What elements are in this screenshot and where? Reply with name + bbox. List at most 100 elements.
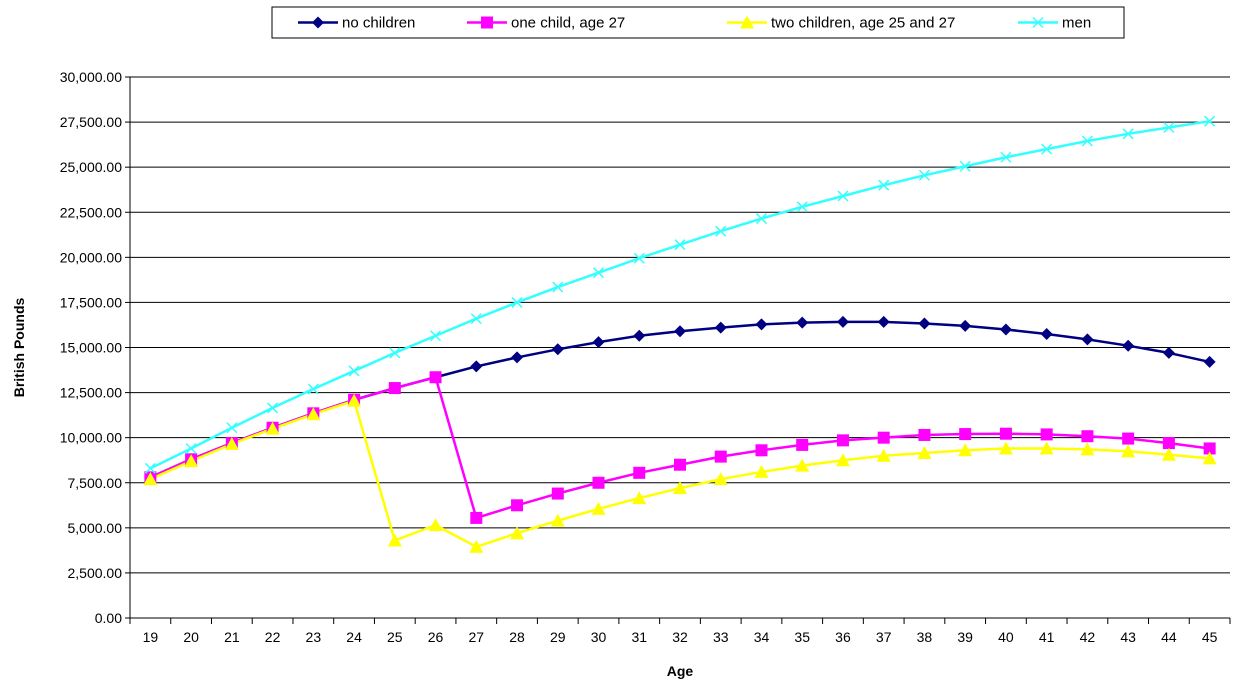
series-1-point [511,499,524,512]
series-0-point [1203,355,1216,368]
series-0-point [836,315,849,328]
x-tick-label: 24 [346,629,362,645]
y-tick-label: 30,000.00 [60,69,122,85]
series-markers [143,115,1217,553]
series-3-point [837,190,849,202]
series-3-point [1204,115,1216,127]
x-tick-label: 39 [957,629,973,645]
series-3-point [592,267,605,279]
series-3-point [430,330,442,342]
series-3-point [389,347,401,359]
series-0-point [633,329,646,342]
series-2-point [958,443,973,457]
series-1-point [1162,437,1175,450]
series-0-point [1162,346,1175,359]
series-2-point [1039,441,1054,455]
series-2-point [754,464,769,478]
legend-box [271,6,1125,39]
x-tick-label: 42 [1080,629,1096,645]
series-2-point [713,472,728,486]
legend-swatch-marker [1032,16,1044,29]
x-tick-label: 33 [713,629,729,645]
series-0-point [918,317,931,330]
series-1-point [1203,442,1216,455]
legend-label: men [1062,15,1091,32]
y-tick-label: 10,000.00 [60,430,122,446]
x-tick-label: 21 [224,629,240,645]
series-3-point [959,160,971,172]
series-2-point [632,491,647,505]
series-3-point [674,239,686,251]
series-2-point [998,441,1013,455]
series-1-point [674,458,686,471]
y-tick-label: 15,000.00 [60,340,122,356]
series-0-point [1081,333,1094,346]
y-axis-title: British Pounds [11,298,27,398]
x-tick-label: 35 [794,629,810,645]
legend-label: no children [342,15,415,32]
series-3-point [1122,128,1134,140]
series-3-point [796,201,808,213]
series-0-point [592,336,605,349]
series-1-point [1040,428,1053,441]
y-tick-label: 7,500.00 [68,475,123,491]
x-tick-label: 32 [672,629,688,645]
series-2-point [1080,442,1095,456]
series-1-point [1122,432,1135,445]
series-3-point [1041,143,1053,155]
series-3-point [511,296,523,308]
series-1-point [836,434,849,447]
series-2-point [387,533,402,547]
series-2-point [510,526,525,540]
x-tick-label: 37 [876,629,892,645]
series-3-point [348,365,360,377]
series-1-point [429,371,442,384]
series-1-point [755,444,768,457]
series-3-point [1081,135,1093,147]
series-1-point [714,450,727,463]
series-3-point [1000,151,1012,163]
series-2-point [306,407,321,421]
x-tick-label: 44 [1161,629,1177,645]
y-tick-label: 2,500.00 [68,565,123,581]
y-tick-label: 5,000.00 [68,520,123,536]
series-3-point [633,252,645,264]
y-tick-label: 17,500.00 [60,294,122,310]
x-tick-label: 36 [835,629,851,645]
x-tick-label: 43 [1120,629,1136,645]
x-axis-title: Age [667,663,694,679]
series-0-point [999,323,1012,336]
series-1-point [388,382,401,395]
series-1-point [470,511,483,524]
series-3-point [185,442,197,455]
y-tick-labels: 0.00 2,500.00 5,000.00 7,500.00 10,000.00 12,… [60,69,123,626]
series-0-point [551,343,564,356]
series-0-point [877,315,890,328]
series-1-point [1081,430,1094,443]
series-0-point [1040,327,1053,340]
x-tick-label: 22 [265,629,281,645]
grid-lines [130,76,1230,574]
series-3-point [226,422,238,434]
series-0-point [674,325,686,338]
series-2-point [143,472,158,486]
x-tick-label: 31 [631,629,647,645]
y-tick-label: 27,500.00 [60,114,122,130]
series-3-point [755,213,768,225]
series-3-point [267,402,279,414]
series-1-point [592,476,605,489]
legend: no children one child, age 27 two children… [271,6,1125,39]
x-tick-label: 19 [143,629,159,645]
series-0-point [959,319,972,332]
series-3-point [918,169,930,181]
legend-swatch-marker [312,16,324,29]
series-1-point [551,487,564,500]
series-2-point [469,539,484,553]
legend-label: one child, age 27 [511,15,625,32]
x-tick-label: 23 [306,629,322,645]
series-3-point [470,313,482,325]
series-3-point [715,225,727,237]
series-2-point [428,518,443,532]
legend-label: two children, age 25 and 27 [771,15,955,32]
